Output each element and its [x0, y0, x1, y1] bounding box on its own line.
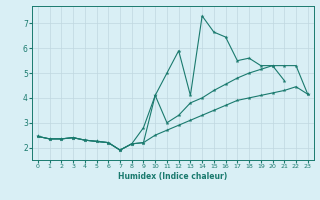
X-axis label: Humidex (Indice chaleur): Humidex (Indice chaleur): [118, 172, 228, 181]
